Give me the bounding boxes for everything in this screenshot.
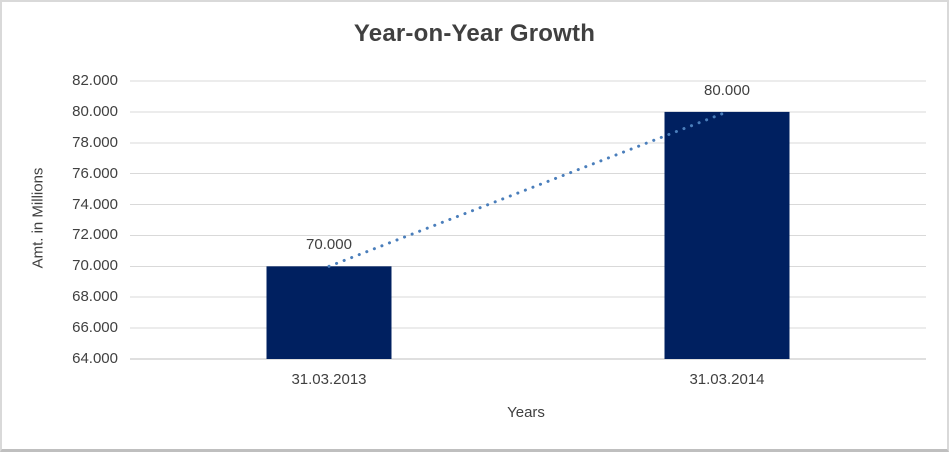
y-tick-label: 76.000 xyxy=(72,164,118,182)
x-axis-title: Years xyxy=(507,404,545,421)
y-axis-title: Amt. in Millions xyxy=(29,167,47,269)
x-tick-label: 31.03.2014 xyxy=(689,371,765,388)
bar-31.03.2013[interactable] xyxy=(266,266,392,359)
y-tick-label: 64.000 xyxy=(72,350,118,367)
bar-data-label: 80.000 xyxy=(704,81,750,99)
bar-data-label: 70.000 xyxy=(306,236,352,254)
chart-title: Year-on-Year Growth xyxy=(353,20,596,47)
trendline[interactable] xyxy=(327,110,729,268)
y-tick-label: 66.000 xyxy=(72,319,118,337)
x-tick-label: 31.03.2013 xyxy=(291,371,367,388)
y-tick-label: 82.000 xyxy=(72,72,118,89)
y-tick-label: 74.000 xyxy=(72,195,118,213)
y-tick-label: 70.000 xyxy=(72,257,118,275)
y-tick-label: 72.000 xyxy=(72,226,118,244)
y-tick-label: 68.000 xyxy=(72,288,118,306)
y-tick-label: 80.000 xyxy=(72,102,118,120)
bar-31.03.2014[interactable] xyxy=(664,111,790,359)
y-tick-label: 78.000 xyxy=(72,133,118,151)
